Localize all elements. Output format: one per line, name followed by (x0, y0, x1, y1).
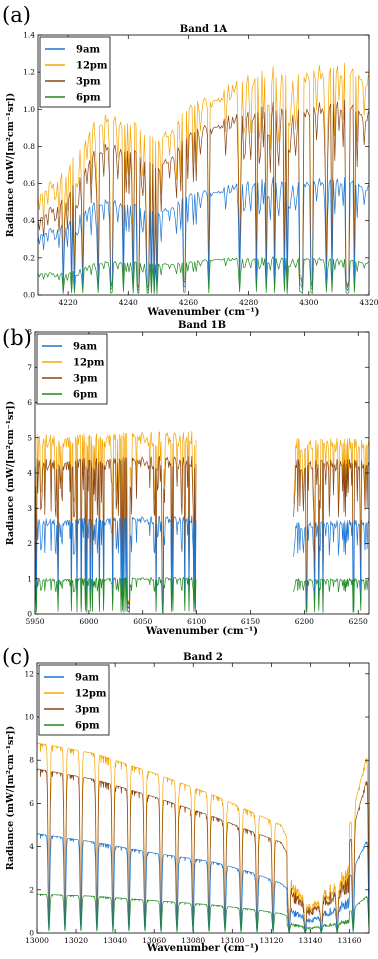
x-tick-label: 13120 (259, 936, 283, 945)
chart-title: Band 2 (183, 652, 223, 663)
chart-title: Band 1B (178, 320, 226, 331)
series-line-9am (38, 176, 369, 293)
y-tick-label: 8 (29, 756, 34, 765)
x-tick-label: 13020 (64, 936, 88, 945)
legend: 9am 12pm 3pm 6pm (38, 664, 110, 736)
panel-2: (b) Band 1B 5950 6000 6050 6100 6150 6200 6250 0 1… (2, 320, 370, 637)
y-tick-label: 1.2 (23, 68, 35, 77)
x-tick-label: 6100 (187, 617, 206, 626)
x-tick-label: 13080 (181, 936, 205, 945)
legend-label-3pm: 3pm (76, 77, 101, 88)
panel-label: (a) (2, 3, 31, 27)
series-line-6pm (37, 893, 369, 933)
y-tick-label: 0 (29, 929, 34, 938)
x-tick-label: 13040 (103, 936, 127, 945)
legend-label-9am: 9am (75, 673, 99, 684)
plot-area (38, 62, 369, 295)
x-axis-label: Wavenumber (cm⁻¹) (146, 307, 259, 318)
y-tick-label: 2 (29, 885, 34, 894)
plot-area (35, 431, 369, 614)
legend-label-3pm: 3pm (73, 374, 98, 385)
y-tick-label: 5 (27, 433, 32, 442)
series-line-6pm (38, 256, 369, 295)
y-tick-label: 12 (24, 669, 34, 678)
y-tick-label: 0.4 (23, 216, 35, 225)
x-tick-label: 13060 (142, 936, 166, 945)
legend-label-9am: 9am (76, 45, 100, 56)
legend: 9am 12pm 3pm 6pm (39, 36, 111, 108)
x-tick-label: 13160 (338, 936, 362, 945)
legend: 9am 12pm 3pm 6pm (36, 333, 108, 405)
legend-label-3pm: 3pm (75, 705, 100, 716)
y-tick-label: 3 (27, 504, 32, 513)
x-tick-label: 4240 (119, 298, 138, 307)
x-tick-label: 4300 (299, 298, 318, 307)
y-tick-label: 0.8 (23, 142, 35, 151)
y-axis-label: Radiance (mW/[m²cm⁻¹sr]) (5, 401, 16, 545)
y-tick-label: 6 (29, 799, 34, 808)
y-tick-label: 8 (27, 328, 32, 337)
x-tick-label: 6150 (241, 617, 260, 626)
x-tick-label: 6050 (133, 617, 152, 626)
legend-label-12pm: 12pm (76, 61, 108, 72)
y-axis-label: Radiance (mW/[m²cm⁻¹sr]) (5, 726, 16, 870)
x-tick-label: 4280 (239, 298, 258, 307)
x-tick-label: 4260 (179, 298, 198, 307)
y-tick-label: 0 (27, 610, 32, 619)
legend-label-6pm: 6pm (76, 93, 101, 104)
plot-frame (36, 662, 370, 934)
x-tick-label: 5950 (25, 617, 44, 626)
legend-label-9am: 9am (73, 342, 97, 353)
y-tick-label: 0.0 (23, 291, 35, 300)
plot-area (37, 742, 369, 933)
x-tick-label: 6250 (349, 617, 368, 626)
y-tick-label: 1 (27, 574, 32, 583)
y-tick-label: 2 (27, 539, 32, 548)
y-tick-label: 7 (27, 363, 32, 372)
series-line-12pm (37, 742, 369, 932)
chart-title: Band 1A (180, 24, 228, 35)
panel-label: (b) (2, 326, 32, 350)
legend-label-12pm: 12pm (73, 358, 105, 369)
y-tick-label: 4 (27, 469, 32, 478)
plot-frame (37, 34, 370, 296)
y-tick-label: 1.4 (23, 31, 35, 40)
x-axis-label: Wavenumber (cm⁻¹) (145, 626, 258, 637)
series-line-3pm (38, 99, 369, 291)
y-tick-label: 0.2 (23, 253, 35, 262)
legend-label-6pm: 6pm (73, 390, 98, 401)
y-tick-label: 10 (24, 713, 34, 722)
y-tick-label: 4 (29, 842, 34, 851)
y-tick-label: 1.0 (23, 105, 35, 114)
panel-label: (c) (2, 645, 30, 669)
x-tick-label: 13100 (220, 936, 244, 945)
series-line-9am (37, 833, 369, 933)
x-tick-label: 4220 (59, 298, 78, 307)
panel-3: (c) Band 2 13000 13020 13040 13060 13080 13100 1… (2, 645, 370, 954)
y-axis-label: Radiance (mW/[m²cm⁻¹sr]) (5, 93, 16, 237)
y-tick-label: 6 (27, 398, 32, 407)
x-tick-label: 13000 (25, 936, 49, 945)
panel-1: (a) Band 1A 4220 4240 4260 4280 4300 4320 0.0 0.2… (2, 3, 378, 318)
series-line-3pm (37, 768, 369, 933)
y-tick-label: 0.6 (23, 179, 35, 188)
series-line-6pm (35, 576, 369, 614)
x-tick-label: 6000 (79, 617, 98, 626)
legend-label-6pm: 6pm (75, 721, 100, 732)
x-tick-label: 4320 (359, 298, 378, 307)
x-tick-label: 6200 (295, 617, 314, 626)
x-tick-label: 13140 (298, 936, 322, 945)
legend-label-12pm: 12pm (75, 689, 107, 700)
x-axis-label: Wavenumber (cm⁻¹) (146, 943, 259, 954)
